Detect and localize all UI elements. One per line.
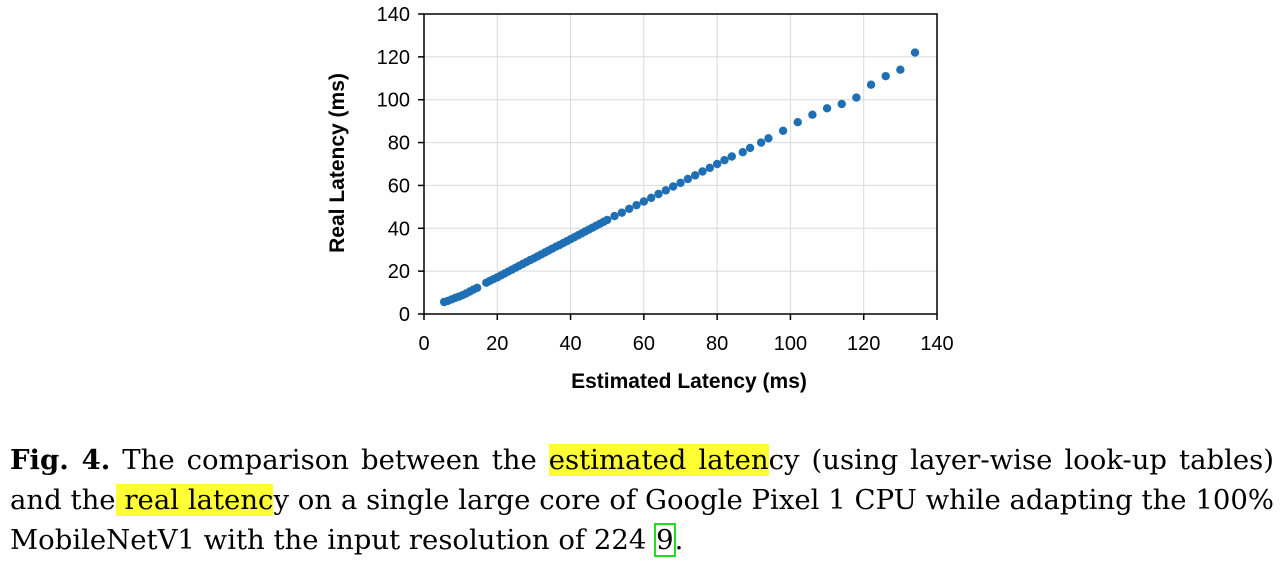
- caption-text-2: cy (using layer-wise look-up tables) and…: [10, 444, 1274, 516]
- scatter-chart: 0 20 40 60 80 100 120 140 0 20 40 60 80 100 120 140 Est…: [326, 4, 954, 393]
- data-point: [610, 211, 619, 221]
- data-point: [852, 93, 861, 102]
- data-point: [690, 171, 700, 180]
- x-tick-label: 20: [486, 333, 508, 355]
- data-point: [705, 163, 715, 173]
- figure-label: Fig. 4.: [10, 444, 111, 476]
- plot-area-frame: [423, 13, 938, 315]
- x-tick-label: 40: [559, 333, 581, 355]
- grid-lines: [424, 14, 937, 314]
- data-point: [910, 48, 920, 57]
- data-point: [822, 104, 832, 113]
- y-axis-title: Real Latency (ms): [326, 73, 349, 253]
- data-point: [756, 138, 766, 147]
- axis-ticks: 0 20 40 60 80 100 120 140 0 20 40 60 80 100 120 140: [377, 4, 954, 355]
- x-tick-label: 0: [418, 333, 429, 355]
- data-point: [778, 126, 788, 135]
- data-point: [603, 215, 612, 225]
- data-point: [808, 110, 817, 119]
- y-tick-label: 120: [377, 47, 410, 69]
- data-point: [676, 178, 685, 188]
- data-point: [646, 193, 656, 203]
- x-tick-label: 140: [920, 333, 953, 355]
- x-tick-label: 120: [847, 333, 880, 355]
- data-point: [654, 189, 663, 199]
- data-point: [764, 134, 773, 143]
- data-point: [881, 71, 890, 81]
- caption-text-3: y on a single large core of Google Pixel…: [10, 484, 1274, 556]
- x-tick-label: 80: [706, 333, 728, 355]
- data-points: [439, 48, 920, 307]
- y-tick-label: 140: [377, 4, 410, 26]
- data-point: [793, 118, 802, 127]
- data-point: [712, 159, 722, 169]
- data-point: [896, 65, 905, 74]
- y-tick-label: 80: [388, 133, 410, 155]
- data-point: [661, 186, 671, 195]
- data-point: [617, 208, 627, 217]
- data-point: [632, 200, 641, 210]
- data-point: [866, 80, 876, 89]
- caption-text-1: The comparison between the: [110, 444, 549, 476]
- data-point: [668, 182, 678, 191]
- y-tick-label: 0: [399, 304, 410, 326]
- caption-text-4: .: [674, 524, 684, 556]
- x-tick-label: 100: [774, 333, 807, 355]
- data-point: [698, 167, 707, 176]
- y-tick-label: 40: [388, 218, 410, 240]
- x-axis-title: Estimated Latency (ms): [571, 370, 807, 393]
- data-point: [837, 99, 846, 109]
- highlight-real-latency: real latenc: [115, 484, 274, 516]
- citation-link[interactable]: 9: [654, 523, 676, 557]
- data-point: [738, 148, 747, 157]
- y-tick-label: 20: [388, 261, 410, 283]
- y-tick-label: 100: [377, 90, 410, 112]
- highlight-estimated-latency: estimated laten: [548, 444, 769, 476]
- x-tick-label: 60: [633, 333, 655, 355]
- figure-caption: Fig. 4. The comparison between the estim…: [10, 440, 1274, 560]
- data-point: [683, 174, 693, 184]
- data-point: [720, 155, 729, 165]
- data-point: [745, 143, 755, 153]
- y-tick-label: 60: [388, 175, 410, 197]
- data-point: [639, 197, 649, 206]
- data-point: [472, 283, 482, 293]
- data-point: [727, 152, 736, 161]
- data-point: [625, 204, 634, 213]
